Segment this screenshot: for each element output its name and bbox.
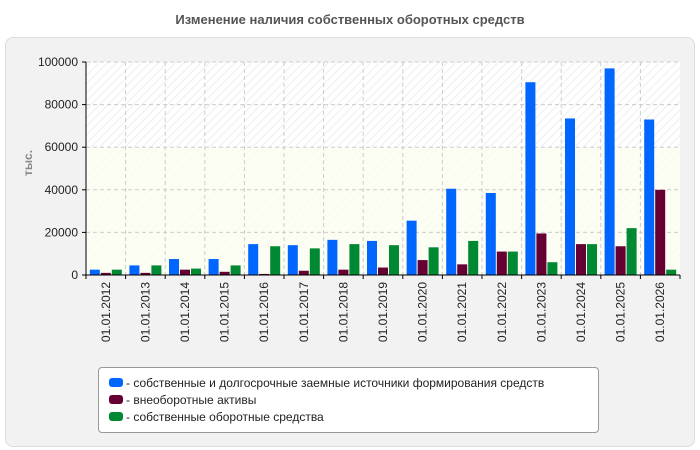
y-tick-label: 60000 <box>45 140 79 154</box>
x-tick-label: 01.01.2021 <box>455 282 469 342</box>
bar <box>100 272 111 275</box>
bar <box>349 244 360 275</box>
bar <box>248 244 259 275</box>
legend-swatch-noncurrent-assets <box>109 395 123 404</box>
chart-title: Изменение наличия собственных оборотных … <box>175 12 525 27</box>
bar <box>655 189 666 275</box>
bar <box>468 240 479 275</box>
x-tick-label: 01.01.2024 <box>574 282 588 342</box>
bar <box>587 244 597 275</box>
bar <box>287 245 298 275</box>
bar <box>208 259 219 275</box>
bar <box>367 240 377 275</box>
y-tick-label: 40000 <box>45 183 79 197</box>
y-axis-label: тыс. <box>21 150 35 176</box>
x-tick-label: 01.01.2015 <box>218 282 232 342</box>
bar <box>417 260 428 275</box>
x-tick-label: 01.01.2016 <box>257 282 271 342</box>
x-tick-label: 01.01.2012 <box>99 282 113 342</box>
bar <box>446 188 457 275</box>
bar <box>485 192 496 275</box>
bar <box>338 269 349 275</box>
legend: - собственные и долгосрочные заемные ист… <box>98 367 599 433</box>
bar <box>111 269 122 275</box>
bar <box>507 251 518 275</box>
bar <box>644 119 655 275</box>
x-tick-label: 01.01.2026 <box>653 282 667 342</box>
x-tick-label: 01.01.2022 <box>495 282 509 342</box>
legend-item-working-capital: - собственные оборотные средства <box>109 408 598 425</box>
x-tick-label: 01.01.2025 <box>614 282 628 342</box>
bar <box>536 233 547 275</box>
bar <box>169 259 179 275</box>
bar <box>259 273 270 275</box>
bar <box>180 269 190 275</box>
bar <box>270 246 281 275</box>
bar <box>565 118 575 275</box>
bars <box>89 68 677 275</box>
bar <box>406 220 417 275</box>
bar <box>547 262 558 275</box>
x-tick-label: 01.01.2019 <box>376 282 390 342</box>
y-tick-label: 80000 <box>45 98 79 112</box>
bar <box>191 268 201 275</box>
bar <box>496 251 507 275</box>
gridlines <box>86 61 680 275</box>
x-tick-label: 01.01.2023 <box>534 282 548 342</box>
bar <box>428 247 439 275</box>
bar <box>89 269 100 275</box>
x-tick-label: 01.01.2020 <box>416 282 430 342</box>
bar <box>457 264 468 275</box>
bar <box>327 239 338 275</box>
y-tick-label: 0 <box>71 268 78 282</box>
bar <box>525 82 536 275</box>
x-tick-labels: 01.01.2012 01.01.2013 01.01.2014 01.01.2015… <box>99 282 667 342</box>
bar <box>151 265 162 275</box>
bar <box>378 267 388 275</box>
bar <box>604 68 615 275</box>
legend-item-sources: - собственные и долгосрочные заемные ист… <box>109 374 598 391</box>
axes <box>82 61 681 279</box>
y-tick-label: 20000 <box>45 225 79 239</box>
legend-swatch-working-capital <box>109 412 123 421</box>
x-tick-label: 01.01.2017 <box>297 282 311 342</box>
bar <box>309 248 320 275</box>
bar <box>140 272 151 275</box>
legend-label-working-capital: - собственные оборотные средства <box>126 409 324 424</box>
bar <box>576 244 586 275</box>
bar <box>615 246 626 275</box>
legend-swatch-sources <box>109 378 123 387</box>
x-tick-label: 01.01.2018 <box>336 282 350 342</box>
bar <box>298 270 309 275</box>
x-tick-label: 01.01.2014 <box>178 282 192 342</box>
legend-label-sources: - собственные и долгосрочные заемные ист… <box>126 375 545 390</box>
bar <box>129 265 140 275</box>
legend-item-noncurrent-assets: - внеоборотные активы <box>109 391 598 408</box>
bar <box>626 228 637 275</box>
bar <box>666 269 677 275</box>
legend-label-noncurrent-assets: - внеоборотные активы <box>126 392 257 407</box>
bar <box>389 245 399 275</box>
bar <box>219 271 230 275</box>
y-tick-label: 100000 <box>38 55 78 69</box>
y-tick-labels: 0 20000 40000 60000 80000 100000 <box>38 55 78 282</box>
bar <box>230 265 241 275</box>
x-tick-label: 01.01.2013 <box>138 282 152 342</box>
